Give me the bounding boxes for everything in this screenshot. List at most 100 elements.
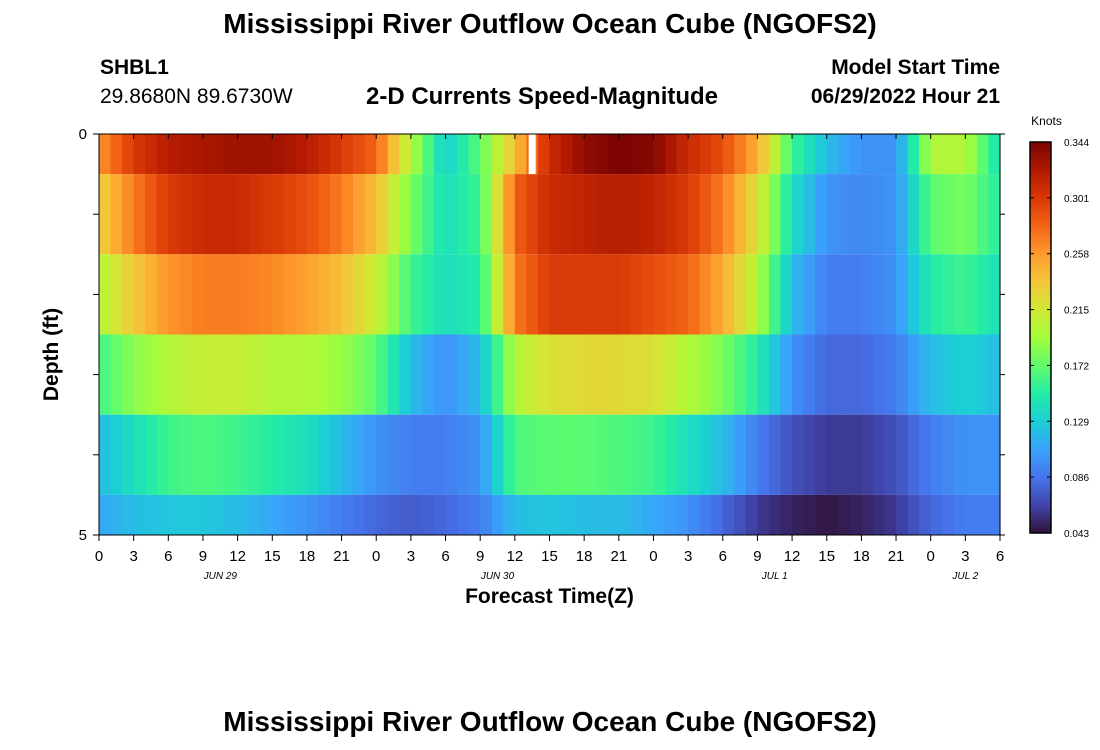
heatmap-cell [757,254,770,335]
heatmap-cell [503,134,516,175]
x-tick-label: 15 [541,548,558,565]
heatmap-cell [318,174,331,255]
heatmap-cell [595,334,608,415]
heatmap-cell [988,414,1001,495]
heatmap-cell [734,134,747,175]
heatmap-cell [468,174,481,255]
heatmap-cell [676,134,689,175]
heatmap-cell [202,414,216,495]
heatmap-cell [930,174,943,255]
heatmap-cell [468,494,481,535]
heatmap-cell [283,334,296,415]
heatmap-cell [872,254,886,335]
heatmap-cell [676,254,689,335]
heatmap-cell [399,134,412,175]
heatmap-cell [99,334,112,415]
heatmap-cell [179,334,193,415]
heatmap-cell [630,414,643,495]
heatmap-cell [665,174,678,255]
second-chart-title: Mississippi River Outflow Ocean Cube (NG… [223,706,877,737]
heatmap-cell [988,134,1001,175]
heatmap-cell [676,494,689,535]
heatmap-cell [780,334,793,415]
heatmap-cell [942,254,955,335]
heatmap-cell [745,494,759,535]
heatmap-cell [907,494,920,535]
heatmap-cell [399,174,412,255]
heatmap-cell [133,334,146,415]
heatmap-cell [503,334,516,415]
heatmap-cell [410,414,424,495]
station-name: SHBL1 [100,56,169,79]
heatmap-cell [179,494,193,535]
heatmap-cell [364,134,377,175]
heatmap-cell [179,254,193,335]
heatmap-cell [930,254,943,335]
heatmap-cell [422,334,435,415]
heatmap-cell [838,414,851,495]
heatmap-cell [572,494,585,535]
heatmap-cell [514,334,527,415]
heatmap-cell [306,494,320,535]
heatmap-cell [861,494,874,535]
heatmap-cell [699,414,712,495]
heatmap-cell [376,134,389,175]
heatmap-cell [226,174,239,255]
heatmap-cell [872,134,886,175]
heatmap-cell [942,494,955,535]
heatmap-cell [792,134,805,175]
heatmap-cell [768,334,782,415]
heatmap-cell [572,254,585,335]
heatmap-cell [953,334,966,415]
heatmap-cell [988,254,1001,335]
heatmap-cell [826,494,839,535]
heatmap-cell [572,174,585,255]
heatmap-cell [815,254,828,335]
heatmap-cell [445,254,458,335]
heatmap-cell [122,134,135,175]
heatmap-cell [699,254,712,335]
heatmap-cell [745,254,759,335]
heatmap-cell [491,334,504,415]
heatmap-cell [965,174,978,255]
heatmap-cell [537,254,551,335]
heatmap-cell [306,174,320,255]
heatmap-cell [884,414,897,495]
heatmap-cell [630,334,643,415]
heatmap-cell [191,254,204,335]
heatmap-cell [665,134,678,175]
heatmap-cell [953,134,966,175]
heatmap-cell [480,134,493,175]
heatmap-cell [780,414,793,495]
heatmap-cell [214,334,227,415]
heatmap-cell [561,254,574,335]
heatmap-cell [110,494,123,535]
heatmap-cell [734,414,747,495]
heatmap-cell [549,334,562,415]
heatmap-cell [237,494,250,535]
heatmap-cell [295,254,308,335]
heatmap-cell [202,494,216,535]
heatmap-cell [272,334,285,415]
x-tick-label: 21 [888,548,905,565]
heatmap-cell [376,494,389,535]
heatmap-cell [572,414,585,495]
heatmap-cell [884,254,897,335]
heatmap-cell [965,414,978,495]
heatmap-cell [988,334,1001,415]
heatmap-cell [514,134,527,175]
heatmap-cell [826,334,839,415]
heatmap-cell [953,414,966,495]
heatmap-cell [919,494,932,535]
heatmap-cell [283,494,296,535]
heatmap-cell [237,134,250,175]
heatmap-cell [468,254,481,335]
heatmap-cell [861,414,874,495]
heatmap-cell [491,254,504,335]
colorbar-tick-label: 0.301 [1064,194,1089,205]
heatmap-cell [988,174,1001,255]
heatmap-cell [595,174,608,255]
heatmap-cell [838,254,851,335]
heatmap-cell [561,414,574,495]
heatmap-cell [861,334,874,415]
